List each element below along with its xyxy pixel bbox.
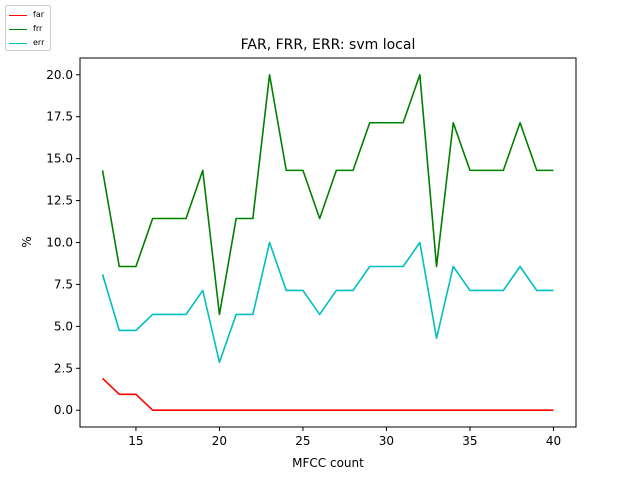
y-tick-label: 15.0 [46, 152, 73, 166]
x-tick-label: 35 [462, 434, 477, 448]
legend-label: err [33, 38, 45, 47]
series-line-frr [101, 73, 554, 316]
y-tick-label: 17.5 [46, 110, 73, 124]
legend-label: frr [33, 24, 43, 33]
y-tick-label: 20.0 [46, 68, 73, 82]
y-tick-label: 10.0 [46, 236, 73, 250]
x-tick-label: 15 [128, 434, 143, 448]
y-axis-label: % [20, 236, 34, 247]
legend: far frr err [5, 5, 51, 51]
legend-swatch [9, 43, 27, 44]
legend-label: far [33, 10, 45, 19]
legend-item-err: err [9, 37, 51, 49]
series-line-err [101, 241, 554, 364]
x-tick-label: 30 [379, 434, 394, 448]
y-tick-label: 12.5 [46, 194, 73, 208]
legend-item-far: far [9, 9, 51, 21]
series-line-far [101, 377, 554, 412]
legend-item-frr: frr [9, 23, 51, 35]
x-tick-label: 20 [212, 434, 227, 448]
chart-title: FAR, FRR, ERR: svm local [241, 37, 416, 53]
plot-frame [79, 57, 577, 428]
y-tick-label: 0.0 [54, 403, 73, 417]
x-axis-label: MFCC count [292, 456, 364, 470]
x-tick-label: 40 [546, 434, 561, 448]
legend-swatch [9, 15, 27, 16]
x-tick-label: 25 [295, 434, 310, 448]
y-tick-label: 2.5 [54, 361, 73, 375]
y-tick-label: 5.0 [54, 319, 73, 333]
y-tick-label: 7.5 [54, 277, 73, 291]
legend-swatch [9, 29, 27, 30]
